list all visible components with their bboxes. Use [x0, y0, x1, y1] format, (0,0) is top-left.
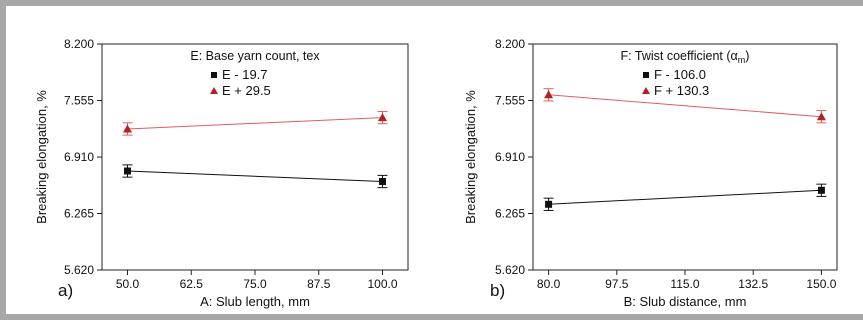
y-tick-label: 5.620 — [495, 263, 525, 277]
legend-title-end: ) — [745, 49, 749, 63]
data-point — [544, 90, 554, 99]
series-line-2 — [127, 117, 383, 130]
legend-title: E: Base yarn count, tex — [190, 49, 320, 63]
data-point — [124, 167, 131, 175]
x-tick-label: 80.0 — [537, 277, 561, 291]
legend-entry: F - 106.0 — [654, 67, 706, 82]
x-axis-label: A: Slub length, mm — [200, 294, 310, 309]
series-line-1 — [127, 170, 383, 183]
legend-title: F: Twist coefficient (αm) — [621, 49, 750, 65]
data-point — [817, 186, 825, 194]
data-point — [545, 200, 553, 208]
legend-marker — [643, 72, 649, 78]
data-point — [816, 112, 826, 121]
x-tick-label: 150.0 — [806, 277, 836, 291]
x-tick-label: 115.0 — [670, 277, 699, 291]
y-tick-label: 7.555 — [64, 94, 94, 108]
legend-marker — [210, 87, 218, 94]
y-tick-label: 8.200 — [64, 37, 94, 51]
legend-entry: E + 29.5 — [222, 83, 271, 98]
data-point — [123, 124, 132, 133]
series-line-1 — [548, 189, 822, 205]
data-point — [378, 113, 387, 122]
y-tick-label: 7.555 — [495, 94, 525, 108]
x-axis-label: B: Slub distance, mm — [624, 294, 747, 309]
panel-label: a) — [58, 281, 73, 300]
legend-entry: E - 19.7 — [222, 67, 268, 82]
y-tick-label: 6.265 — [64, 207, 94, 221]
legend-entry: F + 130.3 — [654, 83, 709, 98]
y-tick-label: 6.910 — [495, 150, 525, 164]
y-tick-label: 6.910 — [64, 150, 94, 164]
x-tick-label: 132.5 — [738, 277, 768, 291]
x-tick-label: 100.0 — [367, 277, 397, 291]
x-tick-label: 75.0 — [243, 277, 267, 291]
y-axis-label: Breaking elongation, % — [34, 90, 49, 224]
legend-title-subscript: m — [738, 55, 746, 65]
y-tick-label: 5.620 — [64, 263, 94, 277]
legend-marker — [642, 87, 650, 94]
series-line-2 — [548, 94, 822, 118]
x-tick-label: 87.5 — [307, 277, 331, 291]
data-point — [379, 178, 386, 186]
y-tick-label: 8.200 — [495, 37, 525, 51]
y-tick-label: 6.265 — [495, 207, 525, 221]
y-axis-label: Breaking elongation, % — [463, 90, 478, 224]
x-tick-label: 97.5 — [605, 277, 629, 291]
legend-title-text: E: Base yarn count, tex — [190, 49, 320, 63]
legend-title-text: F: Twist coefficient (α — [621, 49, 738, 63]
legend-marker — [211, 72, 217, 78]
panel-label: b) — [490, 281, 505, 300]
x-tick-label: 50.0 — [116, 277, 140, 291]
x-tick-label: 62.5 — [180, 277, 204, 291]
